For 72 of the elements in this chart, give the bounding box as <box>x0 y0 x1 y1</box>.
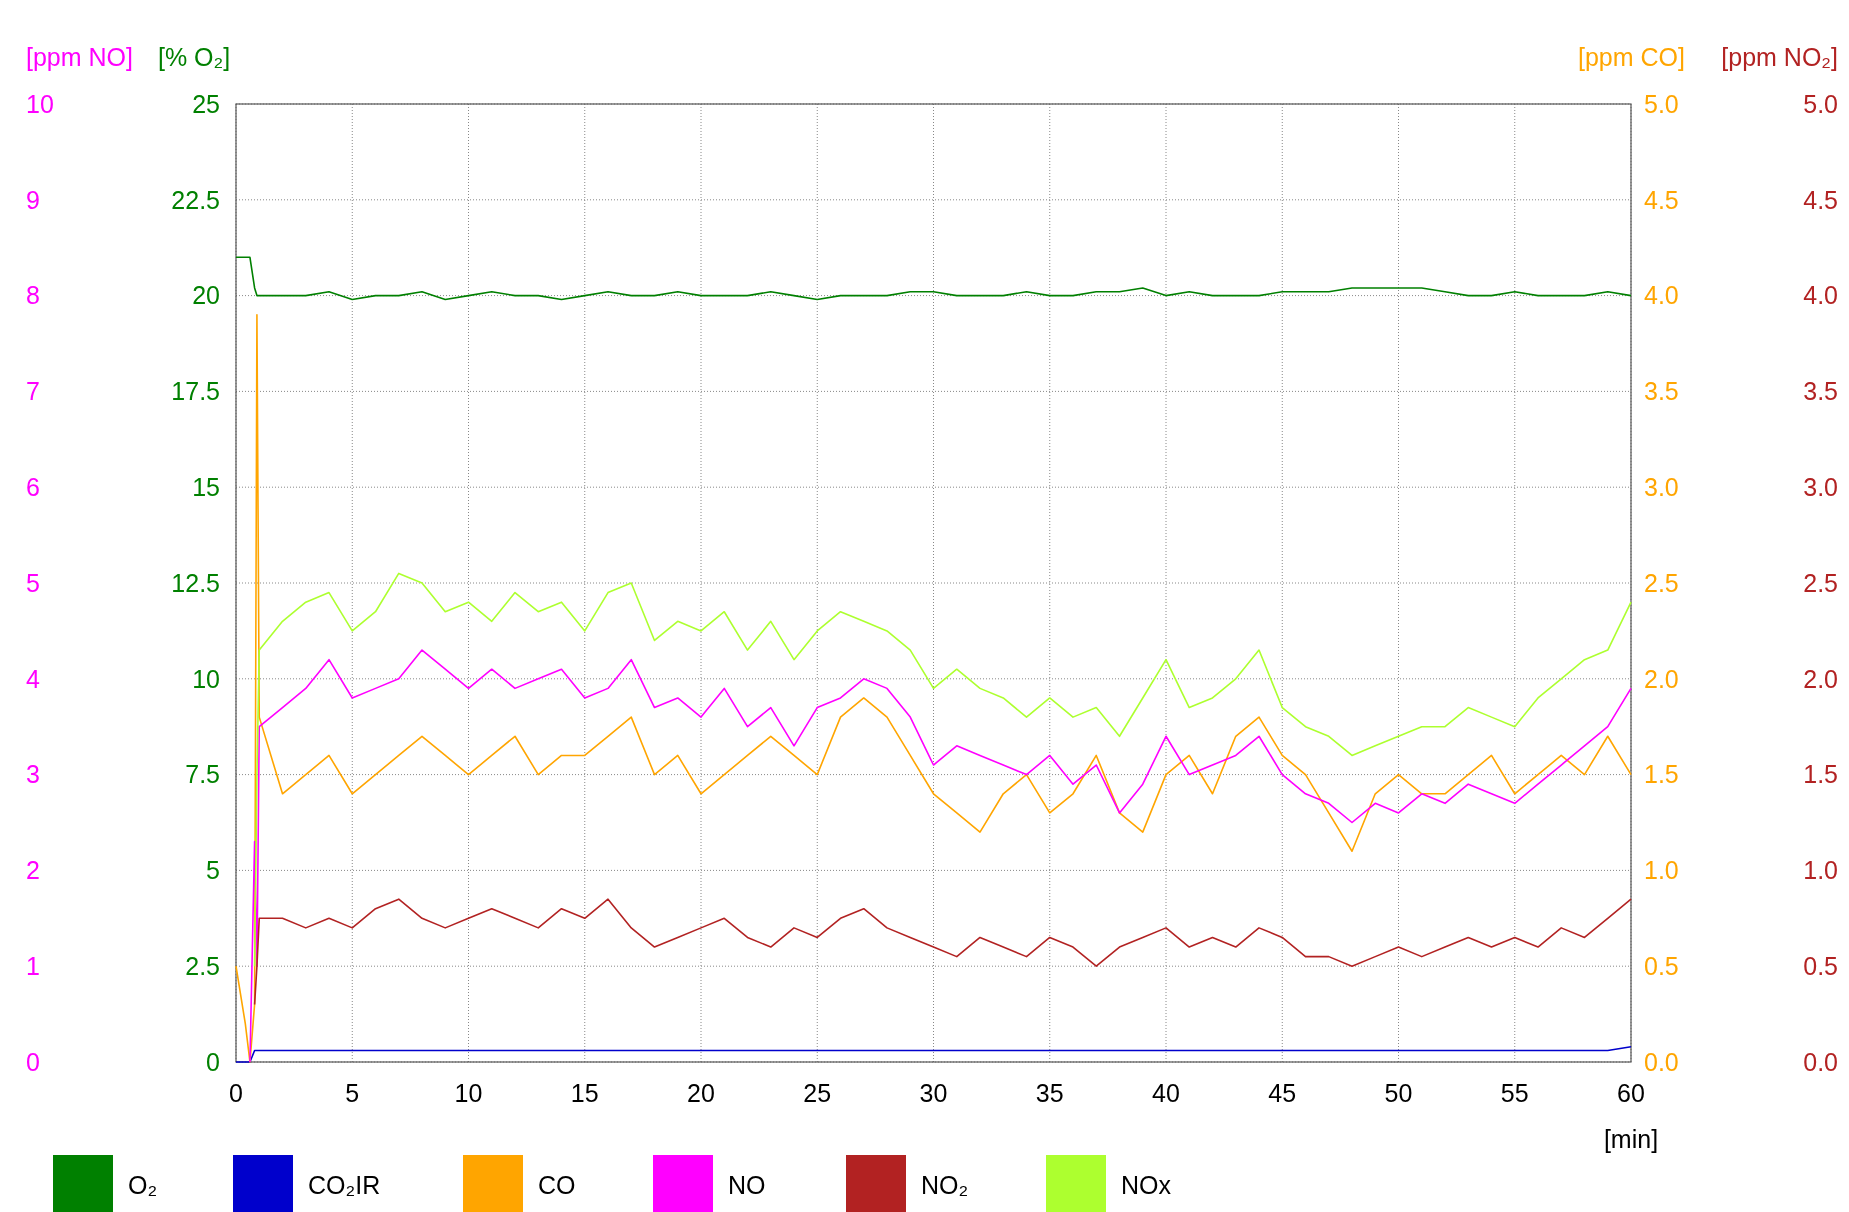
legend-label: NO <box>728 1171 766 1199</box>
x-tick-label: 15 <box>570 1079 599 1107</box>
legend-label: O₂ <box>128 1171 158 1199</box>
y2-tick-label: 0.5 <box>1644 951 1679 980</box>
text: 3.5 <box>1803 377 1838 406</box>
text: 2.5 <box>1803 568 1838 597</box>
y3-tick-label: 5 <box>26 568 40 597</box>
y2-tick-label: 1.0 <box>1644 856 1679 885</box>
y-tick-label: 2.5 <box>185 951 220 980</box>
x-tick-label: 5 <box>345 1079 360 1107</box>
y3-axis-title: [ppm NO] <box>26 43 133 71</box>
y2-tick-label: 2.5 <box>1644 568 1679 597</box>
text: [ppm NO₂] <box>1721 43 1838 71</box>
x-tick-label: 30 <box>919 1079 948 1107</box>
y-tick-label: 15 <box>192 472 220 501</box>
text: 5.0 <box>1803 89 1838 118</box>
x-tick-label: 40 <box>1152 1079 1180 1107</box>
y2-axis-title: [ppm CO] <box>1578 43 1685 71</box>
y-tick-label: 17.5 <box>171 377 220 406</box>
y3-tick-label: 8 <box>26 281 40 310</box>
legend-label: NOx <box>1121 1171 1172 1199</box>
text: 1.0 <box>1803 856 1838 885</box>
legend-label: NO₂ <box>921 1171 969 1199</box>
y-tick-label: 25 <box>192 89 220 118</box>
text: 2.0 <box>1803 664 1838 693</box>
x-tick-label: 0 <box>229 1079 243 1107</box>
text: 1.5 <box>1803 760 1838 789</box>
text: 0.0 <box>1803 1047 1838 1076</box>
y-axis-title: [% O₂] <box>158 43 231 71</box>
y2-tick-label: 4.0 <box>1644 281 1679 310</box>
y3-tick-label: 2 <box>26 856 40 885</box>
x-axis-title: [min] <box>1603 1125 1659 1153</box>
x-tick-label: 50 <box>1384 1079 1413 1107</box>
y-tick-label: 22.5 <box>171 185 220 214</box>
text: 0.5 <box>1803 951 1838 980</box>
y2-tick-label: 3.5 <box>1644 377 1679 406</box>
legend-label: CO <box>538 1171 576 1199</box>
x-tick-label: 20 <box>687 1079 715 1107</box>
x-tick-label: 10 <box>454 1079 483 1107</box>
y2-tick-label: 5.0 <box>1644 89 1679 118</box>
y3-tick-label: 7 <box>26 377 40 406</box>
y2-tick-label: 3.0 <box>1644 472 1679 501</box>
x-tick-label: 60 <box>1617 1079 1645 1107</box>
line-series <box>249 649 1632 1063</box>
y3-tick-label: 1 <box>26 951 40 980</box>
legend-label: CO₂IR <box>308 1171 381 1199</box>
y2-tick-label: 4.5 <box>1644 185 1679 214</box>
y-tick-label: 5 <box>206 856 220 885</box>
y-tick-label: 12.5 <box>171 568 220 597</box>
line-series <box>253 898 1632 1006</box>
y3-tick-label: 9 <box>26 185 40 214</box>
y2-tick-label: 1.5 <box>1644 760 1679 789</box>
x-tick-label: 45 <box>1268 1079 1297 1107</box>
x-tick-label: 25 <box>803 1079 832 1107</box>
y-tick-label: 20 <box>192 281 220 310</box>
y-tick-label: 0 <box>206 1047 220 1076</box>
x-tick-label: 35 <box>1035 1079 1064 1107</box>
text: 3.0 <box>1803 472 1838 501</box>
y2-tick-label: 0.0 <box>1644 1047 1679 1076</box>
y3-tick-label: 10 <box>26 89 54 118</box>
y3-tick-label: 6 <box>26 472 40 501</box>
y-tick-label: 7.5 <box>185 760 220 789</box>
text: 4.5 <box>1803 185 1838 214</box>
x-tick-label: 55 <box>1500 1079 1529 1107</box>
line-series <box>253 572 1632 967</box>
y3-tick-label: 3 <box>26 760 40 789</box>
y2-tick-label: 2.0 <box>1644 664 1679 693</box>
y-tick-label: 10 <box>192 664 220 693</box>
y3-tick-label: 0 <box>26 1047 40 1076</box>
line-series <box>235 256 1632 301</box>
text: 4.0 <box>1803 281 1838 310</box>
y3-tick-label: 4 <box>26 664 40 693</box>
